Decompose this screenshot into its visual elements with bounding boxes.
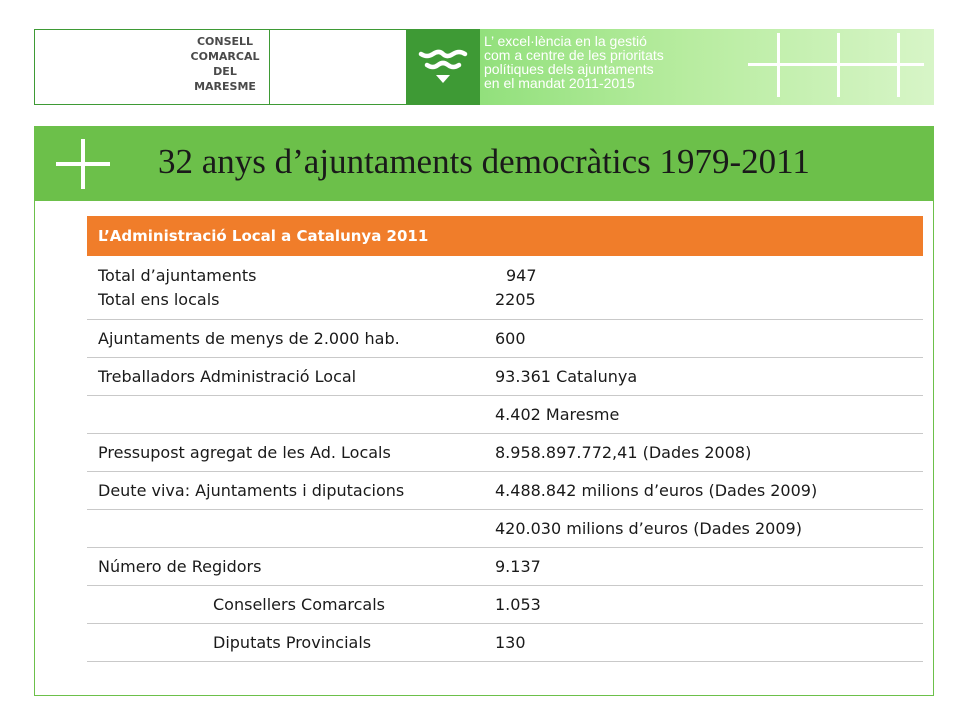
slide-title: 32 anys d’ajuntaments democràtics 1979-2… [158,142,810,181]
logo-divider [269,30,270,104]
table-row: Treballadors Administració Local 93.361 … [87,358,923,396]
logo-line: CONSELL [196,35,254,48]
row-label: Número de Regidors [98,557,262,576]
logo-line: DEL [213,65,237,78]
logo-line: MARESME [194,80,256,93]
table-header: L’Administració Local a Catalunya 2011 [87,216,923,256]
row-value: 130 [495,633,526,652]
logo-box: CONSELL COMARCAL DEL MARESME [34,29,408,105]
row-label-cell: Total d’ajuntaments Total ens locals [87,264,484,319]
tagline-line: polítiques dels ajuntaments [484,61,654,77]
logo-line: COMARCAL [190,50,260,63]
header-banner: CONSELL COMARCAL DEL MARESME L’ excel·lè… [34,29,934,105]
row-value: 1.053 [495,595,541,614]
row-value: 420.030 milions d’euros (Dades 2009) [495,519,802,538]
table-row: Pressupost agregat de les Ad. Locals 8.9… [87,434,923,472]
table-row: 4.402 Maresme [87,396,923,434]
table-row: Número de Regidors 9.137 [87,548,923,586]
table-row: Consellers Comarcals 1.053 [87,586,923,624]
tagline-banner: L’ excel·lència en la gestió com a centr… [480,29,934,105]
tagline: L’ excel·lència en la gestió com a centr… [484,34,734,90]
row-label: Total d’ajuntaments [98,266,257,285]
row-value: 947 [506,266,537,285]
table-row: 420.030 milions d’euros (Dades 2009) [87,510,923,548]
plus-cross-icon [808,33,868,97]
tagline-line: com a centre de les prioritats [484,47,664,63]
logo-text: CONSELL COMARCAL DEL MARESME [187,34,263,94]
row-value: 8.958.897.772,41 (Dades 2008) [495,443,752,462]
row-label: Ajuntaments de menys de 2.000 hab. [98,329,400,348]
plus-cross-icon [868,33,924,97]
row-value-cell: 947 2205 [484,264,923,319]
row-label: Total ens locals [98,290,220,309]
crosses-decoration [748,33,924,97]
row-value: 4.488.842 milions d’euros (Dades 2009) [495,481,818,500]
row-label: Deute viva: Ajuntaments i diputacions [98,481,405,500]
tagline-line: en el mandat 2011-2015 [484,75,635,91]
logo-mark [406,29,480,105]
stats-table: L’Administració Local a Catalunya 2011 T… [87,216,923,662]
row-value: 600 [495,329,526,348]
row-value: 93.361 Catalunya [495,367,638,386]
row-label: Pressupost agregat de les Ad. Locals [98,443,391,462]
plus-cross-icon [748,33,808,97]
title-bar: 32 anys d’ajuntaments democràtics 1979-2… [35,127,933,201]
table-row: Ajuntaments de menys de 2.000 hab. 600 [87,320,923,358]
plus-cross-icon [56,139,110,189]
content-frame: 32 anys d’ajuntaments democràtics 1979-2… [34,126,934,696]
tagline-line: L’ excel·lència en la gestió [484,33,647,49]
table-row: Diputats Provincials 130 [87,624,923,662]
row-label: Diputats Provincials [213,633,372,652]
row-label: Consellers Comarcals [213,595,385,614]
row-value: 4.402 Maresme [495,405,620,424]
row-value: 9.137 [495,557,541,576]
table-row: Deute viva: Ajuntaments i diputacions 4.… [87,472,923,510]
table-row: Total d’ajuntaments Total ens locals 947… [87,256,923,320]
row-value: 2205 [495,290,536,309]
row-label: Treballadors Administració Local [98,367,357,386]
wave-mark-icon [418,49,468,83]
